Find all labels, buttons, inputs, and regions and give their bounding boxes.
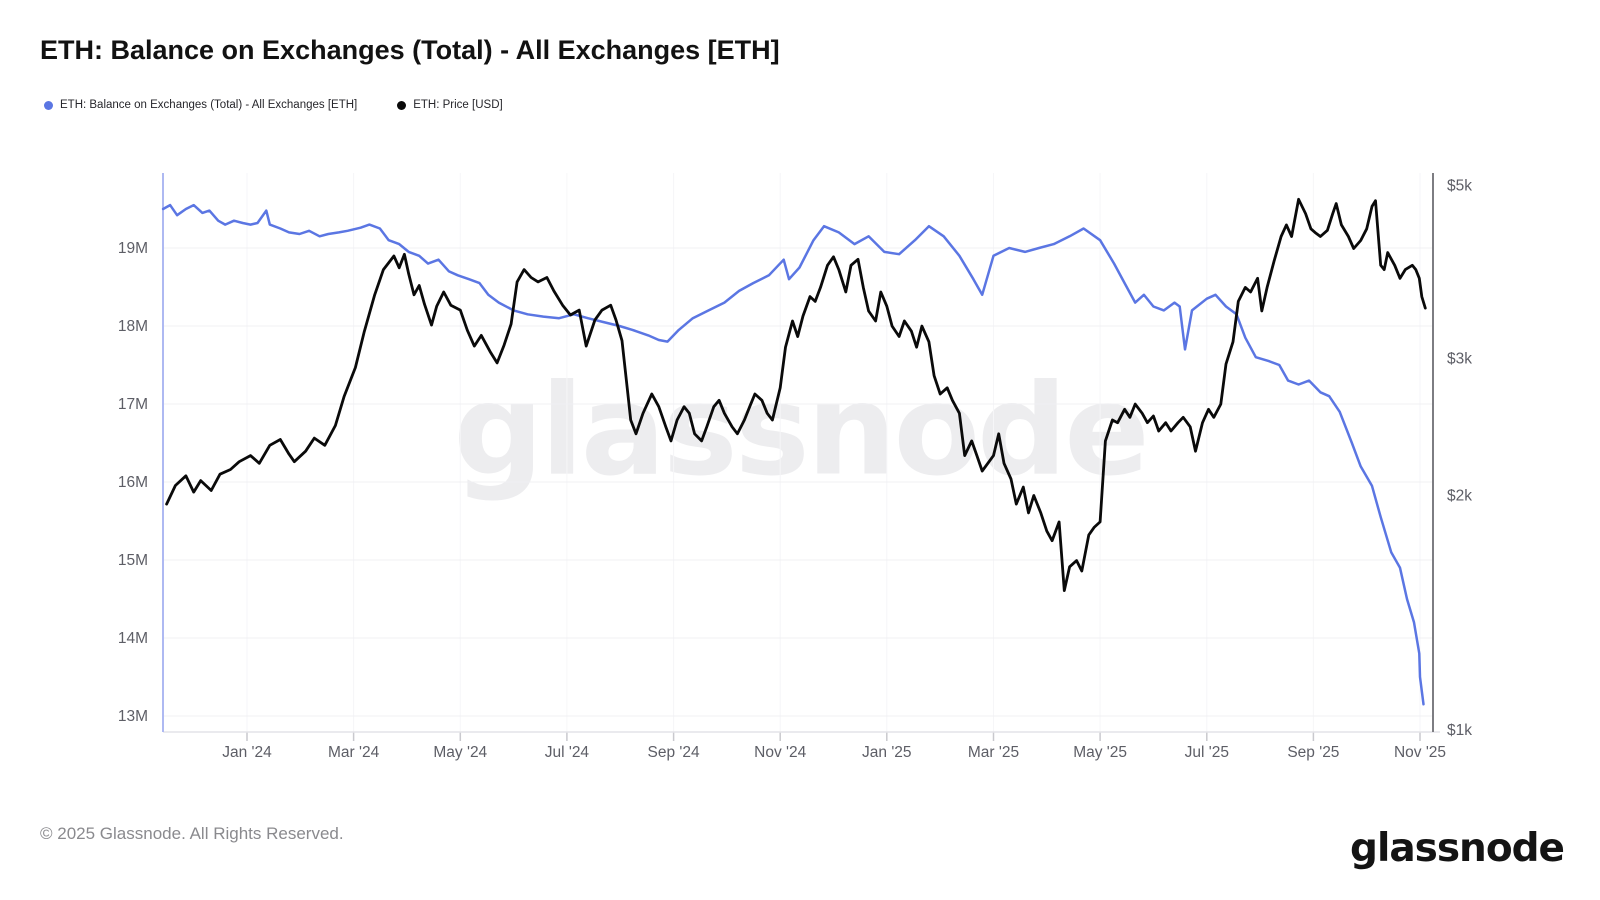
y-right-tick-label: $5k <box>1447 178 1472 195</box>
legend-label-balance: ETH: Balance on Exchanges (Total) - All … <box>60 99 358 111</box>
legend-item-balance[interactable]: ETH: Balance on Exchanges (Total) - All … <box>44 99 357 111</box>
y-right-tick-label: $3k <box>1447 350 1472 367</box>
x-tick-label: Mar '24 <box>328 744 380 761</box>
price-series-dot-icon <box>397 100 407 110</box>
x-tick-label: May '24 <box>433 744 487 761</box>
x-tick-label: Jul '25 <box>1185 744 1229 761</box>
y-left-tick-label: 17M <box>118 396 148 413</box>
y-left-tick-label: 13M <box>118 708 148 725</box>
y-left-tick-label: 18M <box>118 318 148 335</box>
y-right-tick-label: $2k <box>1447 487 1472 504</box>
y-left-tick-label: 19M <box>118 240 148 257</box>
balance-series-dot-icon <box>44 100 53 110</box>
copyright-text: © 2025 Glassnode. All Rights Reserved. <box>40 824 344 843</box>
y-left-tick-label: 14M <box>118 630 148 647</box>
x-tick-label: Nov '24 <box>754 744 806 761</box>
chart-legend: ETH: Balance on Exchanges (Total) - All … <box>44 99 503 111</box>
x-tick-label: Jan '24 <box>222 744 272 761</box>
x-tick-label: Jan '25 <box>862 744 912 761</box>
x-tick-label: Nov '25 <box>1394 744 1446 761</box>
y-right-tick-label: $1k <box>1447 722 1472 739</box>
y-left-tick-label: 15M <box>118 552 148 569</box>
x-tick-label: Sep '24 <box>648 744 700 761</box>
page-title: ETH: Balance on Exchanges (Total) - All … <box>40 35 780 65</box>
balance-series-line <box>161 203 1425 706</box>
glassnode-watermark: glassnode <box>453 356 1149 504</box>
legend-item-price[interactable]: ETH: Price [USD] <box>397 99 503 111</box>
glassnode-logo[interactable]: glassnode <box>1350 826 1565 871</box>
x-tick-label: Sep '25 <box>1287 744 1339 761</box>
x-tick-label: Mar '25 <box>968 744 1019 761</box>
price-series-line <box>165 197 1427 592</box>
x-tick-label: Jul '24 <box>545 744 590 761</box>
x-tick-label: May '25 <box>1073 744 1127 761</box>
legend-label-price: ETH: Price [USD] <box>413 99 503 111</box>
y-left-tick-label: 16M <box>118 474 148 491</box>
